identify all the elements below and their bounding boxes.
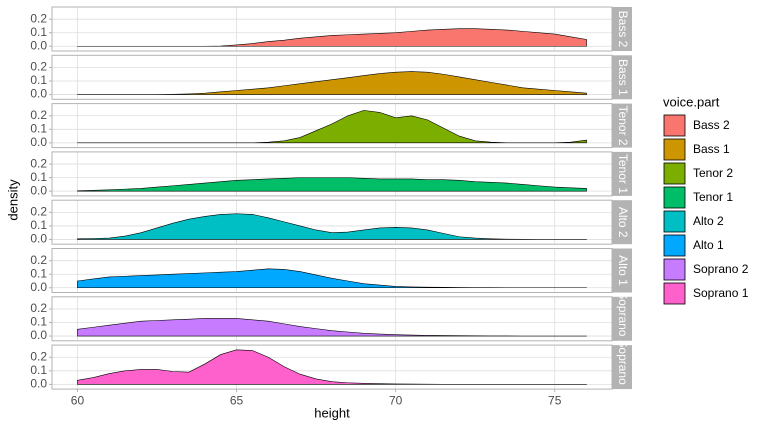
density-area xyxy=(77,110,587,144)
legend-key xyxy=(663,162,686,185)
x-tick-label: 70 xyxy=(389,393,403,407)
strip-text: Soprano 1 xyxy=(616,339,630,395)
strip-text: Alto 1 xyxy=(616,255,630,286)
y-tick-label: 0.2 xyxy=(30,301,47,315)
legend-label: Bass 1 xyxy=(693,142,730,156)
strip xyxy=(612,248,632,293)
legend-key xyxy=(663,186,686,209)
strip-group: Soprano 1 xyxy=(616,339,630,395)
legend-key xyxy=(663,210,686,233)
strip-group: Alto 1 xyxy=(616,255,630,286)
legend-label: Alto 1 xyxy=(693,238,724,252)
strip-text: Bass 2 xyxy=(616,11,630,48)
density-area xyxy=(77,318,587,337)
y-tick-label: 0.2 xyxy=(30,349,47,363)
legend-key xyxy=(663,114,686,137)
y-tick-label: 0.1 xyxy=(30,170,47,184)
strip-text: Soprano 2 xyxy=(616,291,630,347)
x-tick-label: 60 xyxy=(71,393,85,407)
strip xyxy=(612,7,632,51)
y-tick-label: 0.0 xyxy=(30,135,47,149)
strip xyxy=(612,151,632,196)
y-axis-title: density xyxy=(5,179,20,221)
y-tick-label: 0.2 xyxy=(30,11,47,25)
strip-group: Bass 2 xyxy=(616,11,630,48)
y-tick-label: 0.0 xyxy=(30,183,47,197)
y-tick-label: 0.0 xyxy=(30,87,47,101)
strip xyxy=(612,296,632,341)
x-tick-label: 65 xyxy=(230,393,244,407)
y-tick-label: 0.2 xyxy=(30,60,47,74)
strip-group: Tenor 2 xyxy=(616,106,630,146)
legend-key xyxy=(663,138,686,161)
y-tick-label: 0.1 xyxy=(30,121,47,135)
legend-key xyxy=(663,258,686,281)
density-area xyxy=(77,213,587,240)
y-tick-label: 0.0 xyxy=(30,280,47,294)
legend-key xyxy=(663,282,686,305)
legend-label: Bass 2 xyxy=(693,118,730,132)
legend-label: Tenor 2 xyxy=(693,166,733,180)
strip-text: Tenor 1 xyxy=(616,154,630,194)
density-area xyxy=(77,71,587,95)
y-tick-label: 0.1 xyxy=(30,266,47,280)
legend-key xyxy=(663,234,686,257)
density-area xyxy=(77,268,587,289)
strip xyxy=(612,200,632,245)
legend-title: voice.part xyxy=(663,94,720,109)
strip xyxy=(612,55,632,100)
y-tick-label: 0.1 xyxy=(30,315,47,329)
y-tick-label: 0.1 xyxy=(30,363,47,377)
strip xyxy=(612,345,632,390)
y-tick-label: 0.2 xyxy=(30,205,47,219)
legend-label: Soprano 1 xyxy=(693,286,749,300)
strip-group: Bass 1 xyxy=(616,59,630,96)
y-tick-label: 0.1 xyxy=(30,73,47,87)
strip-text: Bass 1 xyxy=(616,59,630,96)
y-tick-label: 0.1 xyxy=(30,218,47,232)
legend-label: Soprano 2 xyxy=(693,262,749,276)
y-tick-label: 0.0 xyxy=(30,328,47,342)
legend-label: Tenor 1 xyxy=(693,190,733,204)
density-area xyxy=(77,349,587,385)
y-tick-label: 0.2 xyxy=(30,253,47,267)
y-tick-label: 0.2 xyxy=(30,108,47,122)
strip-group: Tenor 1 xyxy=(616,154,630,194)
y-tick-label: 0.0 xyxy=(30,377,47,391)
density-area xyxy=(77,177,587,192)
y-tick-label: 0.1 xyxy=(30,25,47,39)
strip-group: Alto 2 xyxy=(616,207,630,238)
y-tick-label: 0.0 xyxy=(30,38,47,52)
y-tick-label: 0.0 xyxy=(30,232,47,246)
legend-label: Alto 2 xyxy=(693,214,724,228)
density-area xyxy=(77,28,587,47)
strip xyxy=(612,103,632,148)
y-tick-label: 0.2 xyxy=(30,156,47,170)
x-tick-label: 75 xyxy=(548,393,562,407)
strip-text: Tenor 2 xyxy=(616,106,630,146)
x-axis-title: height xyxy=(314,405,350,420)
strip-text: Alto 2 xyxy=(616,207,630,238)
strip-group: Soprano 2 xyxy=(616,291,630,347)
